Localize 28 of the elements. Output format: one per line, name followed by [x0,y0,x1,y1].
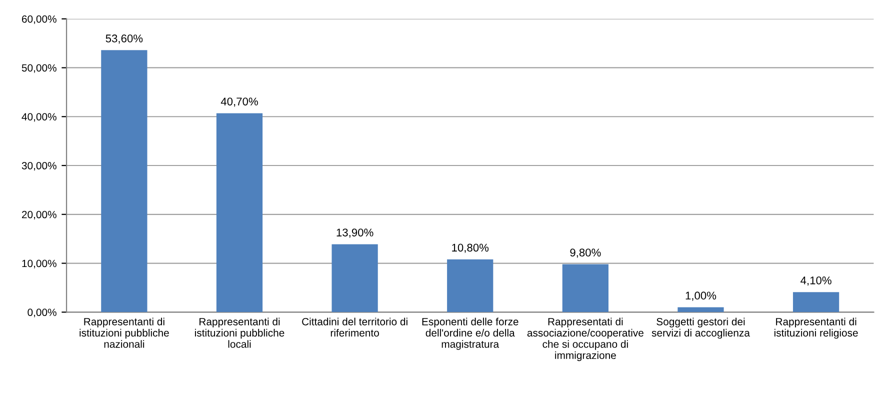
data-label: 40,70% [220,98,258,107]
y-tick-label: 20,00% [22,210,56,220]
y-tick-label: 30,00% [22,162,56,171]
x-tick-label: Rappresentati di associazione/cooperative che si occupano di immigrazione [527,318,644,362]
data-label: 9,80% [570,248,601,258]
data-label: 13,90% [336,228,374,238]
bar [216,113,263,312]
y-tick-label: 0,00% [28,308,56,318]
x-tick-label: Rappresentanti di istituzioni religiose [774,318,858,339]
bar [101,50,148,312]
x-tick-label: Cittadini del territorio di riferimento [302,318,408,337]
y-tick-label: 40,00% [22,113,56,122]
bar [792,292,840,312]
x-tick-label: Soggetti gestori dei servizi di accoglienza [652,318,750,339]
x-tick-label: Rappresentanti di istituzioni pubbliche locali [195,318,284,348]
y-tick-label: 50,00% [22,64,56,73]
bar [678,307,724,312]
x-tick-label: Rappresentanti di istituzioni pubbliche nazionali [80,318,169,348]
bar [332,244,378,312]
data-label: 53,60% [106,34,143,44]
bar [562,264,608,312]
data-label: 1,00% [686,292,716,301]
data-label: 4,10% [800,276,832,286]
x-tick-label: Esponenti delle forze dell'ordine e/o della magistratura [422,318,518,350]
y-tick-label: 60,00% [22,15,56,24]
y-tick-label: 10,00% [22,260,56,268]
data-label: 10,80% [452,244,489,253]
bar [447,259,494,312]
